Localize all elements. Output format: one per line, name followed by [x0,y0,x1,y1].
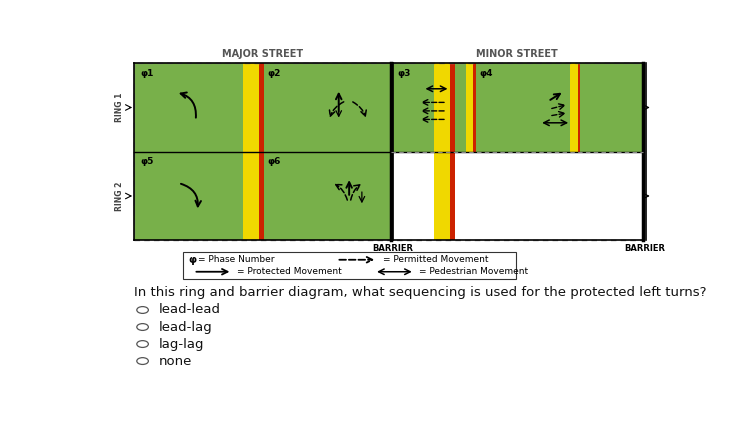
Text: = Permitted Movement: = Permitted Movement [383,255,489,264]
Text: lead-lag: lead-lag [159,320,213,334]
Bar [134,152,391,240]
Text: φ3: φ3 [397,69,410,78]
Text: BARRIER: BARRIER [372,244,413,253]
Text: RING 2: RING 2 [115,181,124,211]
Text: lead-lead: lead-lead [159,304,221,316]
Text: RING 1: RING 1 [115,93,124,122]
Bar [450,63,455,240]
Text: BARRIER: BARRIER [624,244,665,253]
Text: In this ring and barrier diagram, what sequencing is used for the protected left: In this ring and barrier diagram, what s… [134,286,707,300]
Bar [134,63,391,152]
Bar [391,63,643,152]
Text: none: none [159,354,192,368]
Text: φ: φ [188,255,196,265]
Bar [435,63,450,240]
Text: = Protected Movement: = Protected Movement [237,267,341,276]
Text: φ6: φ6 [267,157,281,166]
Text: φ4: φ4 [479,69,492,78]
Bar [465,63,473,152]
Text: φ5: φ5 [141,157,154,166]
Text: = Phase Number: = Phase Number [197,255,274,264]
Bar [258,63,264,240]
Bar [577,63,580,152]
Text: φ2: φ2 [267,69,281,78]
Bar [473,63,476,152]
Text: MAJOR STREET: MAJOR STREET [222,49,303,59]
Text: MINOR STREET: MINOR STREET [477,49,558,59]
Bar [183,252,516,279]
Text: φ1: φ1 [141,69,154,78]
Bar [244,63,258,240]
Bar [570,63,577,152]
Bar [391,152,643,240]
Text: = Pedestrian Movement: = Pedestrian Movement [419,267,528,276]
Text: lag-lag: lag-lag [159,338,204,351]
